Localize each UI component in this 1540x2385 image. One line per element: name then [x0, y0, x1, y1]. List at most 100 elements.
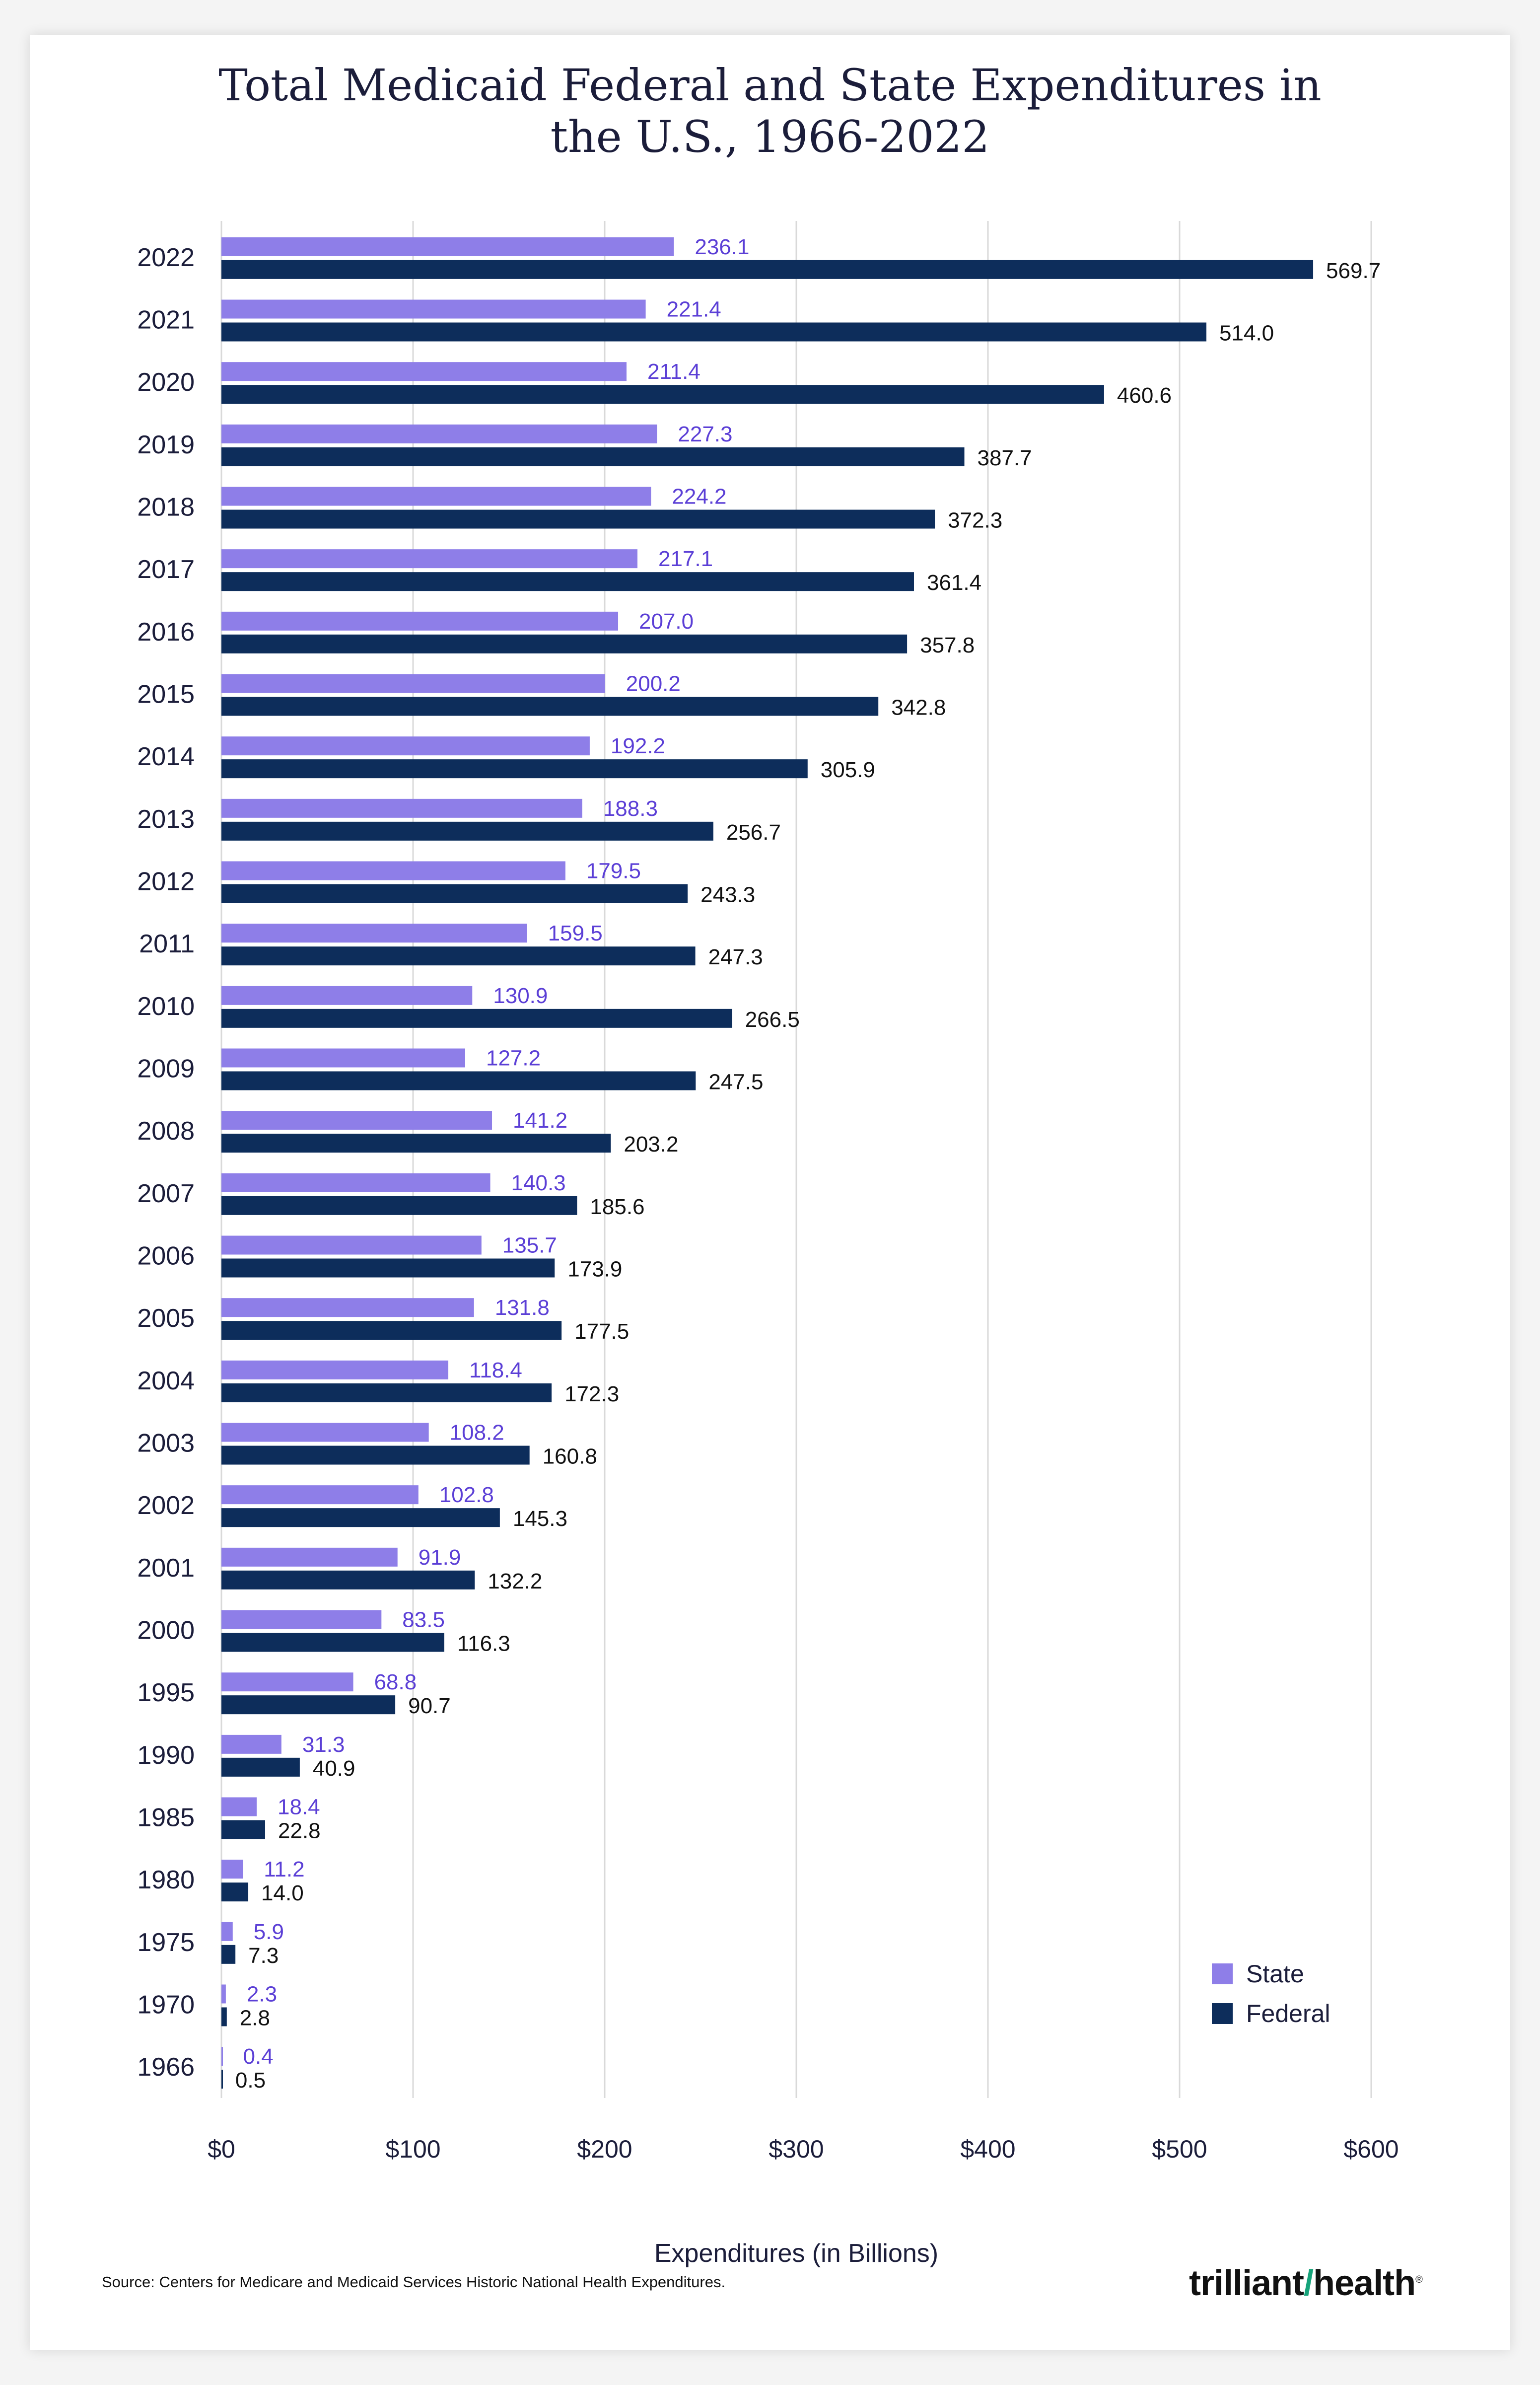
data-label-federal: 22.8 [278, 1819, 321, 1843]
category-label: 2013 [137, 805, 195, 834]
data-label-federal: 569.7 [1326, 259, 1381, 283]
category-label: 2010 [137, 992, 195, 1021]
data-label-state: 217.1 [658, 547, 713, 571]
x-tick-label: $400 [960, 2135, 1015, 2163]
bar-federal [221, 1820, 266, 1839]
data-label-federal: 361.4 [927, 571, 981, 595]
bar-federal [221, 697, 879, 716]
data-label-state: 192.2 [611, 734, 665, 758]
category-label: 2007 [137, 1179, 195, 1208]
data-label-federal: 116.3 [457, 1632, 510, 1656]
data-label-federal: 305.9 [821, 758, 875, 782]
data-label-state: 118.4 [469, 1358, 522, 1382]
data-label-state: 141.2 [513, 1108, 567, 1133]
data-label-federal: 342.8 [891, 696, 946, 720]
bar-state [221, 1360, 449, 1379]
bar-federal [221, 1945, 236, 1964]
bar-federal [221, 1321, 562, 1340]
data-label-state: 11.2 [264, 1857, 304, 1881]
bar-federal [221, 1071, 696, 1090]
data-label-federal: 256.7 [726, 820, 781, 845]
chart-title: Total Medicaid Federal and State Expendi… [218, 60, 1322, 162]
category-label: 2016 [137, 618, 195, 647]
bar-federal [221, 1445, 530, 1465]
data-label-state: 5.9 [254, 1920, 284, 1944]
x-tick-label: $0 [208, 2135, 235, 2163]
bar-federal [221, 2070, 223, 2089]
category-label: 1995 [137, 1678, 195, 1707]
data-label-state: 108.2 [450, 1421, 504, 1445]
legend-label-federal: Federal [1246, 2000, 1330, 2027]
category-label: 2009 [137, 1055, 195, 1084]
x-axis-title: Expenditures (in Billions) [654, 2239, 938, 2268]
data-label-federal: 185.6 [590, 1195, 644, 1219]
data-label-state: 200.2 [626, 672, 681, 696]
bar-federal [221, 1757, 300, 1777]
category-label: 1990 [137, 1741, 195, 1770]
category-label: 1975 [137, 1928, 195, 1957]
data-label-federal: 243.3 [700, 883, 755, 907]
data-label-federal: 145.3 [513, 1507, 567, 1531]
data-label-federal: 173.9 [567, 1257, 622, 1282]
bar-federal [221, 1134, 611, 1153]
source-note: Source: Centers for Medicare and Medicai… [102, 2273, 726, 2291]
x-tick-label: $100 [385, 2135, 440, 2163]
category-label: 2008 [137, 1117, 195, 1146]
data-label-federal: 247.5 [708, 1070, 763, 1094]
bar-state [221, 674, 605, 693]
data-label-federal: 0.5 [235, 2068, 266, 2093]
data-label-federal: 14.0 [261, 1881, 304, 1905]
data-label-federal: 40.9 [313, 1756, 355, 1781]
bar-state [221, 1298, 474, 1317]
data-label-state: 127.2 [486, 1046, 541, 1071]
bar-federal [221, 447, 965, 466]
legend-swatch-state [1212, 1963, 1233, 1984]
data-label-state: 224.2 [672, 485, 726, 509]
data-label-state: 227.3 [678, 422, 732, 446]
data-label-state: 31.3 [302, 1733, 345, 1757]
bar-state [221, 1672, 353, 1692]
bar-state [221, 1048, 465, 1068]
bar-state [221, 487, 651, 506]
bar-federal [221, 1383, 552, 1402]
data-label-state: 179.5 [586, 859, 641, 883]
data-label-state: 91.9 [419, 1545, 461, 1570]
x-tick-label: $300 [769, 2135, 824, 2163]
data-label-federal: 132.2 [488, 1569, 542, 1593]
category-label: 2004 [137, 1367, 195, 1395]
bar-federal [221, 1258, 555, 1278]
bar-state [221, 1610, 382, 1629]
bar-federal [221, 1196, 577, 1215]
category-label: 2017 [137, 555, 195, 584]
category-label: 2018 [137, 493, 195, 522]
bar-federal [221, 946, 696, 966]
bar-federal [221, 1882, 249, 1902]
category-label: 2003 [137, 1429, 195, 1458]
category-label: 1980 [137, 1866, 195, 1894]
category-label: 2014 [137, 742, 195, 771]
data-label-federal: 172.3 [564, 1382, 619, 1406]
bar-state [221, 1797, 257, 1816]
bar-federal [221, 509, 935, 529]
category-label: 2001 [137, 1554, 195, 1583]
bar-state [221, 736, 590, 756]
bar-state [221, 1860, 243, 1879]
x-tick-label: $200 [577, 2135, 632, 2163]
data-label-state: 130.9 [493, 984, 548, 1008]
category-label: 2005 [137, 1304, 195, 1333]
data-label-federal: 357.8 [920, 633, 975, 657]
category-label: 1970 [137, 1991, 195, 2020]
category-label: 2006 [137, 1242, 195, 1271]
data-label-federal: 177.5 [574, 1319, 629, 1344]
bar-state [221, 1423, 429, 1442]
data-label-state: 68.8 [374, 1670, 417, 1694]
data-label-federal: 7.3 [248, 1944, 279, 1968]
bar-federal [221, 385, 1104, 404]
data-label-state: 188.3 [603, 796, 658, 821]
data-label-state: 211.4 [647, 360, 700, 384]
legend-label-state: State [1246, 1960, 1304, 1988]
bar-federal [221, 1508, 500, 1527]
x-tick-label: $600 [1343, 2135, 1399, 2163]
bar-state [221, 861, 565, 880]
